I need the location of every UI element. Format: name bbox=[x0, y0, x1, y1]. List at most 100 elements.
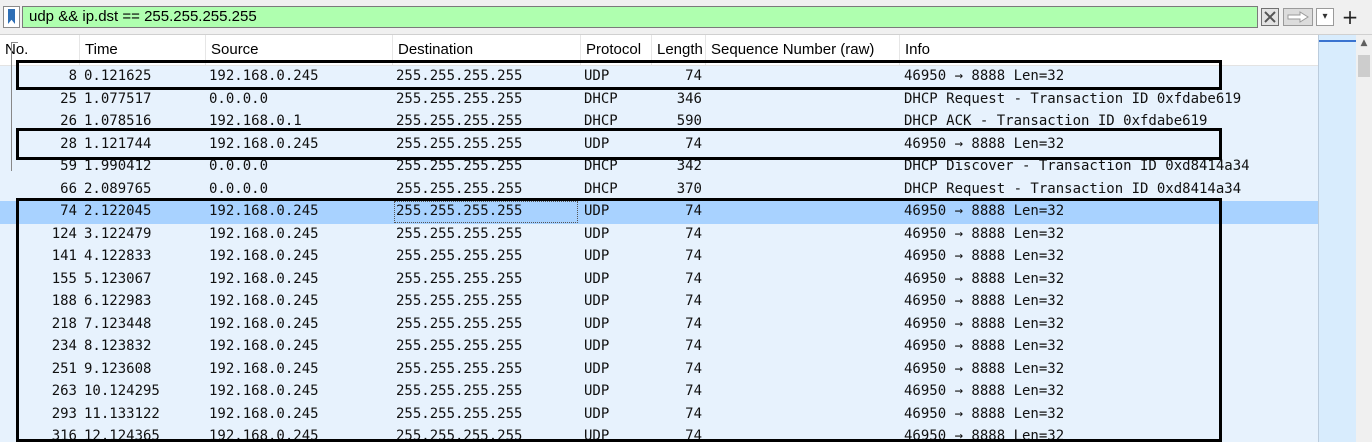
table-row[interactable]: 25 1.077517 0.0.0.0 255.255.255.255 DHCP 346 D… bbox=[0, 88, 1318, 111]
packet-destination: 255.255.255.255 bbox=[396, 428, 523, 442]
packet-protocol: UDP bbox=[584, 428, 610, 442]
display-filter-toolbar: udp && ip.dst == 255.255.255.255 ▾ + bbox=[0, 0, 1372, 35]
table-row[interactable]: 8 0.121625 192.168.0.245 255.255.255.255 UDP… bbox=[0, 66, 1318, 89]
packet-destination: 255.255.255.255 bbox=[396, 225, 523, 242]
table-row[interactable]: 263 10.124295 192.168.0.245 255.255.255.255… bbox=[0, 381, 1318, 404]
column-header-sequence-number[interactable]: Sequence Number (raw) bbox=[706, 35, 900, 65]
packet-protocol: DHCP bbox=[584, 113, 618, 129]
bookmark-icon[interactable] bbox=[3, 6, 20, 28]
packet-sequence-number bbox=[708, 134, 900, 156]
packet-time: 0.121625 bbox=[84, 68, 152, 84]
table-row[interactable]: 218 7.123448 192.168.0.245 255.255.255.255 U… bbox=[0, 313, 1318, 336]
packet-destination: 255.255.255.255 bbox=[396, 315, 523, 332]
packet-source: 192.168.0.245 bbox=[209, 405, 319, 422]
packet-info: 46950 → 8888 Len=32 bbox=[904, 315, 1065, 332]
column-header-destination[interactable]: Destination bbox=[393, 35, 581, 65]
table-row[interactable]: 66 2.089765 0.0.0.0 255.255.255.255 DHCP 370 D… bbox=[0, 178, 1318, 201]
table-row[interactable]: 124 3.122479 192.168.0.245 255.255.255.255 U… bbox=[0, 223, 1318, 246]
packet-length: 74 bbox=[685, 405, 702, 422]
packet-no: 8 bbox=[68, 68, 77, 84]
add-filter-button[interactable]: + bbox=[1340, 5, 1360, 29]
packet-no: 188 bbox=[51, 293, 77, 309]
packet-source: 192.168.0.245 bbox=[209, 225, 319, 242]
packet-sequence-number bbox=[708, 179, 900, 201]
packet-time: 1.990412 bbox=[84, 158, 152, 174]
packet-time: 3.122479 bbox=[84, 225, 152, 242]
packet-length: 74 bbox=[685, 203, 702, 219]
column-header-protocol[interactable]: Protocol bbox=[581, 35, 652, 65]
packet-destination: 255.255.255.255 bbox=[396, 383, 523, 399]
packet-source: 192.168.0.245 bbox=[209, 360, 319, 377]
packet-info: 46950 → 8888 Len=32 bbox=[904, 225, 1065, 242]
packet-protocol: DHCP bbox=[584, 180, 618, 197]
table-row[interactable]: 251 9.123608 192.168.0.245 255.255.255.255 U… bbox=[0, 358, 1318, 381]
clear-filter-button[interactable] bbox=[1261, 8, 1279, 26]
packet-sequence-number bbox=[708, 224, 900, 246]
column-header-length[interactable]: Length bbox=[652, 35, 706, 65]
chevron-down-icon: ▾ bbox=[1322, 11, 1328, 22]
packet-length: 74 bbox=[685, 293, 702, 309]
packet-sequence-number bbox=[708, 404, 900, 426]
filter-history-dropdown[interactable]: ▾ bbox=[1316, 8, 1334, 26]
packet-no: 234 bbox=[51, 338, 77, 354]
scrollbar-thumb[interactable] bbox=[1358, 55, 1370, 77]
packet-destination: 255.255.255.255 bbox=[396, 405, 523, 422]
packet-sequence-number bbox=[708, 156, 900, 178]
packet-source: 192.168.0.245 bbox=[209, 293, 319, 309]
table-row[interactable]: 26 1.078516 192.168.0.1 255.255.255.255 DHCP… bbox=[0, 111, 1318, 134]
packet-no: 218 bbox=[51, 315, 77, 332]
column-header-info[interactable]: Info bbox=[905, 41, 931, 58]
table-row[interactable]: 155 5.123067 192.168.0.245 255.255.255.255 U… bbox=[0, 268, 1318, 291]
packet-length: 74 bbox=[685, 135, 702, 152]
packet-protocol: UDP bbox=[584, 135, 610, 152]
packet-info: 46950 → 8888 Len=32 bbox=[904, 135, 1065, 152]
packet-length: 74 bbox=[685, 248, 702, 264]
packet-time: 2.122045 bbox=[84, 203, 152, 219]
packet-info: 46950 → 8888 Len=32 bbox=[904, 248, 1065, 264]
scroll-up-arrow-icon[interactable]: ▲ bbox=[1360, 38, 1368, 48]
table-row[interactable]: 234 8.123832 192.168.0.245 255.255.255.255 U… bbox=[0, 336, 1318, 359]
table-row[interactable]: 316 12.124365 192.168.0.245 255.255.255.255… bbox=[0, 426, 1318, 442]
packet-info: 46950 → 8888 Len=32 bbox=[904, 338, 1065, 354]
packet-length: 74 bbox=[685, 315, 702, 332]
packet-time: 1.078516 bbox=[84, 113, 152, 129]
packet-no: 155 bbox=[51, 270, 77, 287]
table-row[interactable]: 141 4.122833 192.168.0.245 255.255.255.255 U… bbox=[0, 246, 1318, 269]
packet-no: 59 bbox=[60, 158, 77, 174]
packet-time: 12.124365 bbox=[84, 428, 160, 442]
plus-icon: + bbox=[1341, 5, 1359, 29]
packet-protocol: UDP bbox=[584, 360, 610, 377]
apply-filter-button[interactable] bbox=[1283, 8, 1313, 26]
packet-sequence-number bbox=[708, 381, 900, 403]
packet-protocol: UDP bbox=[584, 315, 610, 332]
table-row[interactable]: 28 1.121744 192.168.0.245 255.255.255.255 UD… bbox=[0, 133, 1318, 156]
packet-protocol: DHCP bbox=[584, 158, 618, 174]
table-row[interactable]: 59 1.990412 0.0.0.0 255.255.255.255 DHCP 342 D… bbox=[0, 156, 1318, 179]
packet-minimap[interactable] bbox=[1318, 35, 1357, 442]
table-row[interactable]: 188 6.122983 192.168.0.245 255.255.255.255 U… bbox=[0, 291, 1318, 314]
column-header-source[interactable]: Source bbox=[206, 35, 393, 65]
packet-destination: 255.255.255.255 bbox=[396, 338, 523, 354]
column-header-no[interactable]: No. bbox=[0, 35, 80, 65]
packet-source: 192.168.0.245 bbox=[209, 135, 319, 152]
packet-source: 0.0.0.0 bbox=[209, 158, 269, 174]
packet-time: 7.123448 bbox=[84, 315, 152, 332]
table-row-selected[interactable]: 74 2.122045 192.168.0.245 255.255.255.255 UD… bbox=[0, 201, 1318, 224]
clear-x-icon bbox=[1264, 11, 1276, 23]
packet-destination: 255.255.255.255 bbox=[396, 360, 523, 377]
scrollbar-track[interactable] bbox=[1356, 35, 1372, 442]
packet-source: 192.168.0.245 bbox=[209, 203, 319, 219]
packet-length: 346 bbox=[676, 90, 702, 107]
packet-info: 46950 → 8888 Len=32 bbox=[904, 293, 1065, 309]
packet-no: 263 bbox=[51, 383, 77, 399]
packet-source: 192.168.0.245 bbox=[209, 383, 319, 399]
table-row[interactable]: 293 11.133122 192.168.0.245 255.255.255.255… bbox=[0, 403, 1318, 426]
packet-protocol: UDP bbox=[584, 383, 610, 399]
packet-time: 1.121744 bbox=[84, 135, 152, 152]
column-header-time[interactable]: Time bbox=[80, 35, 206, 65]
packet-sequence-number bbox=[708, 291, 900, 313]
packet-sequence-number bbox=[708, 201, 900, 223]
packet-time: 8.123832 bbox=[84, 338, 152, 354]
vertical-scrollbar[interactable]: ▲ bbox=[1318, 35, 1372, 442]
display-filter-input[interactable]: udp && ip.dst == 255.255.255.255 bbox=[22, 6, 1258, 28]
